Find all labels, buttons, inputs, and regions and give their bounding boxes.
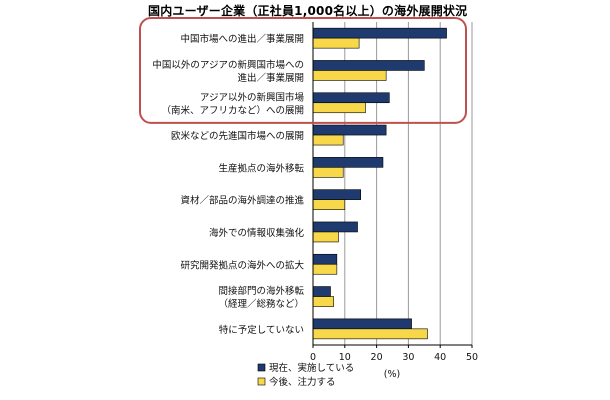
bar-current — [312, 27, 447, 39]
category-label: 中国以外のアジアの新興国市場への — [152, 59, 304, 71]
bar-current — [312, 318, 412, 330]
category-label: 資材／部品の海外調達の推進 — [180, 195, 304, 207]
bar-current — [312, 157, 384, 168]
category-label: 研究開発拠点の海外への拡大 — [180, 259, 304, 271]
highlight-box-outline — [139, 17, 467, 124]
category-label: 進出／事業展開 — [237, 72, 304, 84]
bar-future — [312, 296, 334, 307]
bar-future — [312, 263, 338, 275]
category-label: 欧米などの先進国市場への展開 — [171, 130, 304, 142]
category-label: （経理／総務など） — [218, 298, 304, 310]
category-label: 中国市場への進出／事業展開 — [180, 33, 304, 45]
category-label: 生産拠点の海外移転 — [218, 162, 304, 174]
x-axis: 0 10 20 30 40 50 (%) — [310, 22, 478, 380]
bar-future — [312, 199, 346, 210]
bar-current — [312, 92, 390, 104]
grid-lines — [344, 22, 473, 345]
category-label: 海外での情報収集強化 — [209, 227, 305, 239]
x-tick-label: 50 — [466, 352, 478, 363]
category-label: 特に予定していない — [219, 324, 304, 336]
bar-current — [312, 286, 331, 297]
bar-current — [312, 253, 338, 265]
category-label: アジア以外の新興国市場 — [200, 91, 305, 103]
x-tick-label: 20 — [371, 352, 383, 363]
legend-swatch — [257, 363, 266, 372]
category-label: （南米、アフリカなど）への展開 — [161, 104, 304, 116]
x-tick-label: 30 — [402, 352, 414, 363]
highlight-box — [139, 17, 467, 124]
category-labels: 中国市場への進出／事業展開中国以外のアジアの新興国市場への進出／事業展開アジア以… — [152, 33, 304, 336]
bar-current — [312, 189, 362, 200]
x-axis-label: (%) — [384, 369, 400, 380]
bar-future — [312, 167, 344, 178]
legend-label: 今後、注力する — [269, 376, 336, 388]
bar-future — [312, 231, 339, 243]
bar-future — [312, 102, 366, 114]
x-tick-label: 40 — [434, 352, 446, 363]
bar-current — [312, 221, 358, 233]
bars — [312, 27, 447, 340]
bar-current — [312, 60, 425, 71]
bar-current — [312, 124, 387, 136]
bar-future — [312, 37, 360, 49]
x-tick-label: 0 — [310, 352, 316, 363]
bar-future — [312, 70, 387, 81]
bar-future — [312, 328, 428, 340]
legend-swatch — [257, 377, 266, 386]
x-tick-label: 10 — [339, 352, 351, 363]
chart-title: 国内ユーザー企業（正社員1,000名以上）の海外展開状況 — [148, 4, 468, 18]
legend-label: 現在、実施している — [269, 362, 354, 374]
category-label: 間接部門の海外移転 — [218, 285, 304, 297]
bar-future — [312, 134, 344, 146]
